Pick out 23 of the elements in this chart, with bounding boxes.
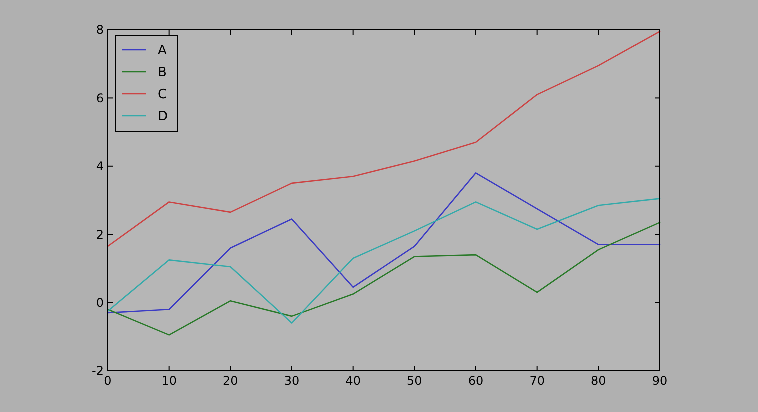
y-tick-label: -2 bbox=[92, 364, 104, 378]
line-series bbox=[107, 198, 661, 324]
x-tick-label: 90 bbox=[652, 374, 668, 388]
y-tick-label: 6 bbox=[96, 91, 104, 106]
legend-label: D bbox=[158, 110, 168, 125]
x-tick-label: 70 bbox=[530, 374, 545, 388]
legend-label: C bbox=[158, 88, 168, 103]
x-tick-label: 80 bbox=[591, 374, 606, 388]
y-tick-label: 8 bbox=[96, 23, 104, 38]
line-series bbox=[107, 222, 661, 336]
x-tick-label: 50 bbox=[407, 374, 422, 388]
legend-label: B bbox=[158, 66, 167, 81]
x-tick-label: 40 bbox=[346, 374, 361, 388]
x-tick-label: 10 bbox=[162, 374, 177, 388]
y-tick-label: 0 bbox=[96, 296, 104, 310]
y-tick-label: 4 bbox=[96, 160, 104, 174]
line-series bbox=[107, 31, 661, 248]
y-tick-label: 2 bbox=[96, 228, 104, 242]
line-series bbox=[107, 172, 661, 314]
x-tick-label: 60 bbox=[468, 374, 484, 388]
x-tick-label: 20 bbox=[223, 374, 238, 388]
x-tick-label: 30 bbox=[284, 374, 300, 388]
legend-label: A bbox=[158, 44, 167, 59]
